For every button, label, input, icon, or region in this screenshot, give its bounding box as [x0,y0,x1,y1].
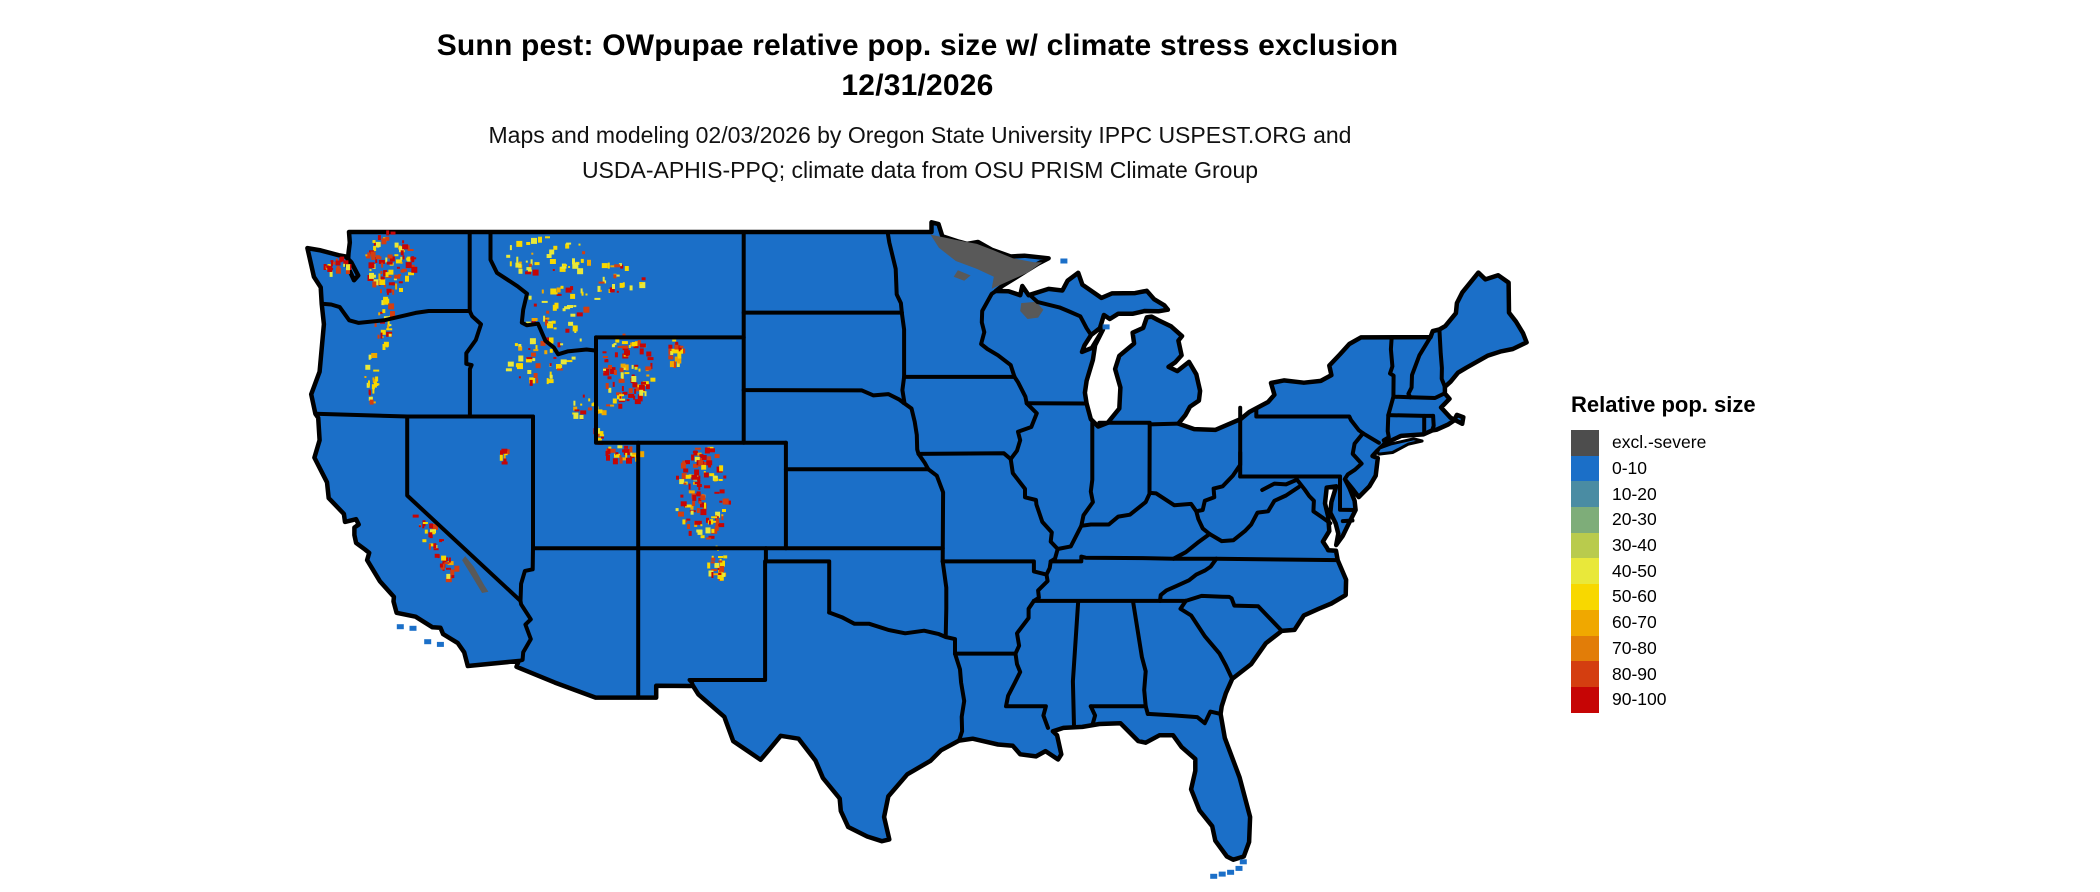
legend-item-50-60: 50-60 [1571,584,1756,610]
legend-label: 80-90 [1612,663,1657,684]
subtitle-line-2: USDA-APHIS-PPQ; climate data from OSU PR… [581,157,1259,183]
legend-label: 0-10 [1612,458,1648,479]
legend-label: 50-60 [1612,586,1657,607]
legend-item-40-50: 40-50 [1571,558,1756,585]
legend-label: excl.-severe [1612,432,1707,453]
legend-item-60-70: 60-70 [1571,609,1756,636]
legend-swatch [1571,661,1599,687]
legend-label: 30-40 [1612,535,1657,556]
legend-label: 90-100 [1612,689,1667,710]
legend-item-excl.-severe: excl.-severe [1571,430,1756,456]
legend-item-0-10: 0-10 [1571,455,1756,482]
legend-item-30-40: 30-40 [1571,532,1756,559]
population-hotspots [323,230,731,583]
chart-subtitle: Maps and modeling 02/03/2026 by Oregon S… [240,118,1600,188]
title-line-2: 12/31/2026 [841,69,994,102]
legend-item-10-20: 10-20 [1571,481,1756,508]
legend-swatch [1571,507,1599,533]
legend-label: 20-30 [1612,509,1657,530]
legend-label: 60-70 [1612,612,1657,633]
islands [396,258,1247,879]
legend-swatch [1571,532,1599,559]
chart-title: Sunn pest: OWpupae relative pop. size w/… [240,26,1595,106]
legend-title: Relative pop. size [1571,392,1756,417]
legend-swatch [1571,609,1599,636]
legend-item-70-80: 70-80 [1571,635,1756,662]
title-line-1: Sunn pest: OWpupae relative pop. size w/… [436,29,1399,62]
legend-item-20-30: 20-30 [1571,507,1756,533]
legend-item-80-90: 80-90 [1571,661,1756,687]
legend-label: 70-80 [1612,637,1657,658]
legend-swatch [1571,558,1599,585]
legend-swatch [1571,481,1599,508]
legend: Relative pop. size excl.-severe 0-10 10-20… [1571,393,1756,713]
legend-swatch [1571,455,1599,482]
legend-label: 40-50 [1612,560,1657,581]
legend-label: 10-20 [1612,483,1657,504]
legend-item-90-100: 90-100 [1571,686,1756,713]
legend-rows: excl.-severe 0-10 10-20 20-30 30-40 40-50 50-6… [1571,430,1756,713]
exclusion-patches [462,234,1044,593]
legend-swatch [1571,584,1599,610]
legend-swatch [1571,686,1599,713]
legend-swatch [1571,635,1599,662]
state-borders [313,230,1447,743]
subtitle-line-1: Maps and modeling 02/03/2026 by Oregon S… [488,122,1352,148]
nation-outline [305,220,1529,862]
legend-swatch [1571,430,1599,456]
